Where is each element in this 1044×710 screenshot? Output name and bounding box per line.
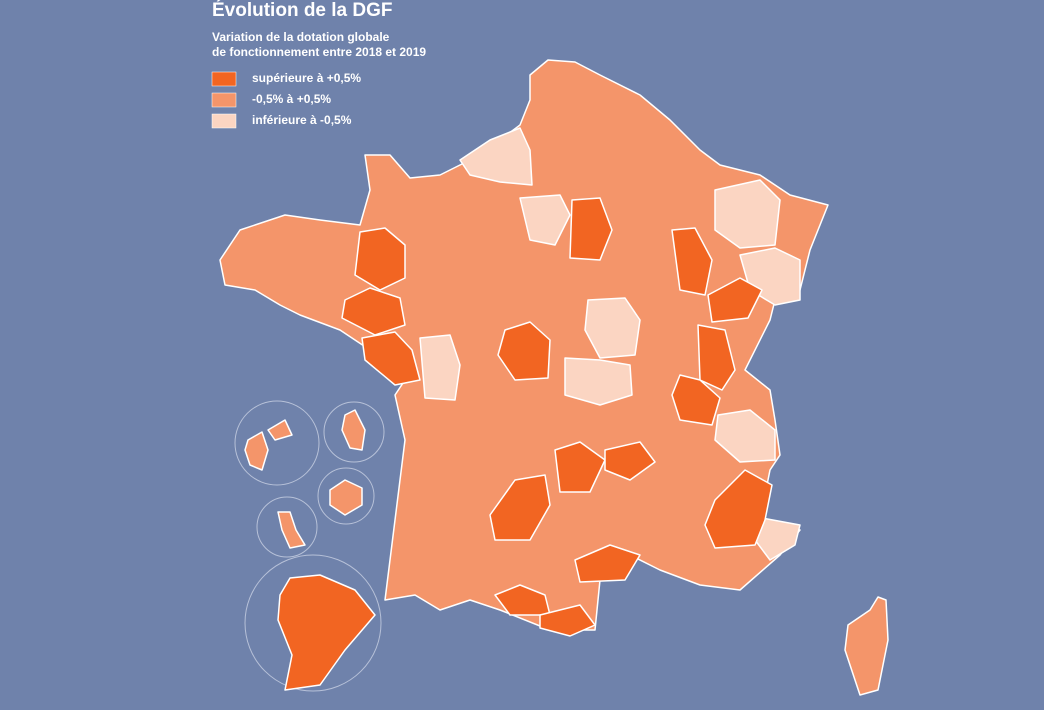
subtitle-line: de fonctionnement entre 2018 et 2019	[212, 45, 426, 59]
region	[671, 374, 721, 426]
region	[574, 544, 641, 583]
region	[341, 409, 366, 451]
region	[604, 441, 656, 481]
legend-label: -0,5% à +0,5%	[252, 92, 331, 106]
legend-label: supérieure à +0,5%	[252, 71, 361, 85]
map-title: Évolution de la DGF	[212, 0, 393, 21]
region	[341, 287, 406, 336]
inset-ring	[244, 554, 382, 692]
region	[494, 584, 551, 616]
legend-swatch	[211, 71, 237, 87]
legend: supérieure à +0,5% -0,5% à +0,5% inférieur…	[211, 71, 361, 129]
inset-ring	[256, 496, 318, 558]
region	[697, 324, 736, 391]
region	[714, 179, 781, 249]
region	[354, 227, 406, 291]
region	[584, 297, 641, 359]
region	[497, 321, 551, 381]
region	[329, 479, 363, 516]
region	[554, 441, 606, 493]
region	[671, 227, 713, 296]
region	[361, 331, 421, 386]
outre-mer	[234, 400, 385, 692]
region	[277, 511, 306, 549]
region	[277, 574, 376, 691]
region	[459, 127, 533, 186]
region	[489, 474, 551, 541]
region	[844, 596, 889, 696]
legend-swatch	[211, 92, 237, 108]
legend-label: inférieure à -0,5%	[252, 113, 352, 127]
legend-swatch	[211, 113, 237, 129]
region	[707, 277, 763, 323]
region	[419, 334, 461, 401]
region	[569, 197, 613, 261]
region	[714, 409, 776, 463]
region	[267, 419, 293, 441]
metropole	[219, 59, 889, 696]
region	[564, 357, 633, 406]
region	[539, 604, 596, 637]
region	[244, 431, 269, 471]
region	[704, 469, 773, 549]
inset-ring	[234, 400, 320, 486]
inset-ring	[317, 467, 375, 525]
inset-ring	[323, 401, 385, 463]
subtitle-line: Variation de la dotation globale	[212, 30, 390, 44]
region	[519, 194, 571, 246]
